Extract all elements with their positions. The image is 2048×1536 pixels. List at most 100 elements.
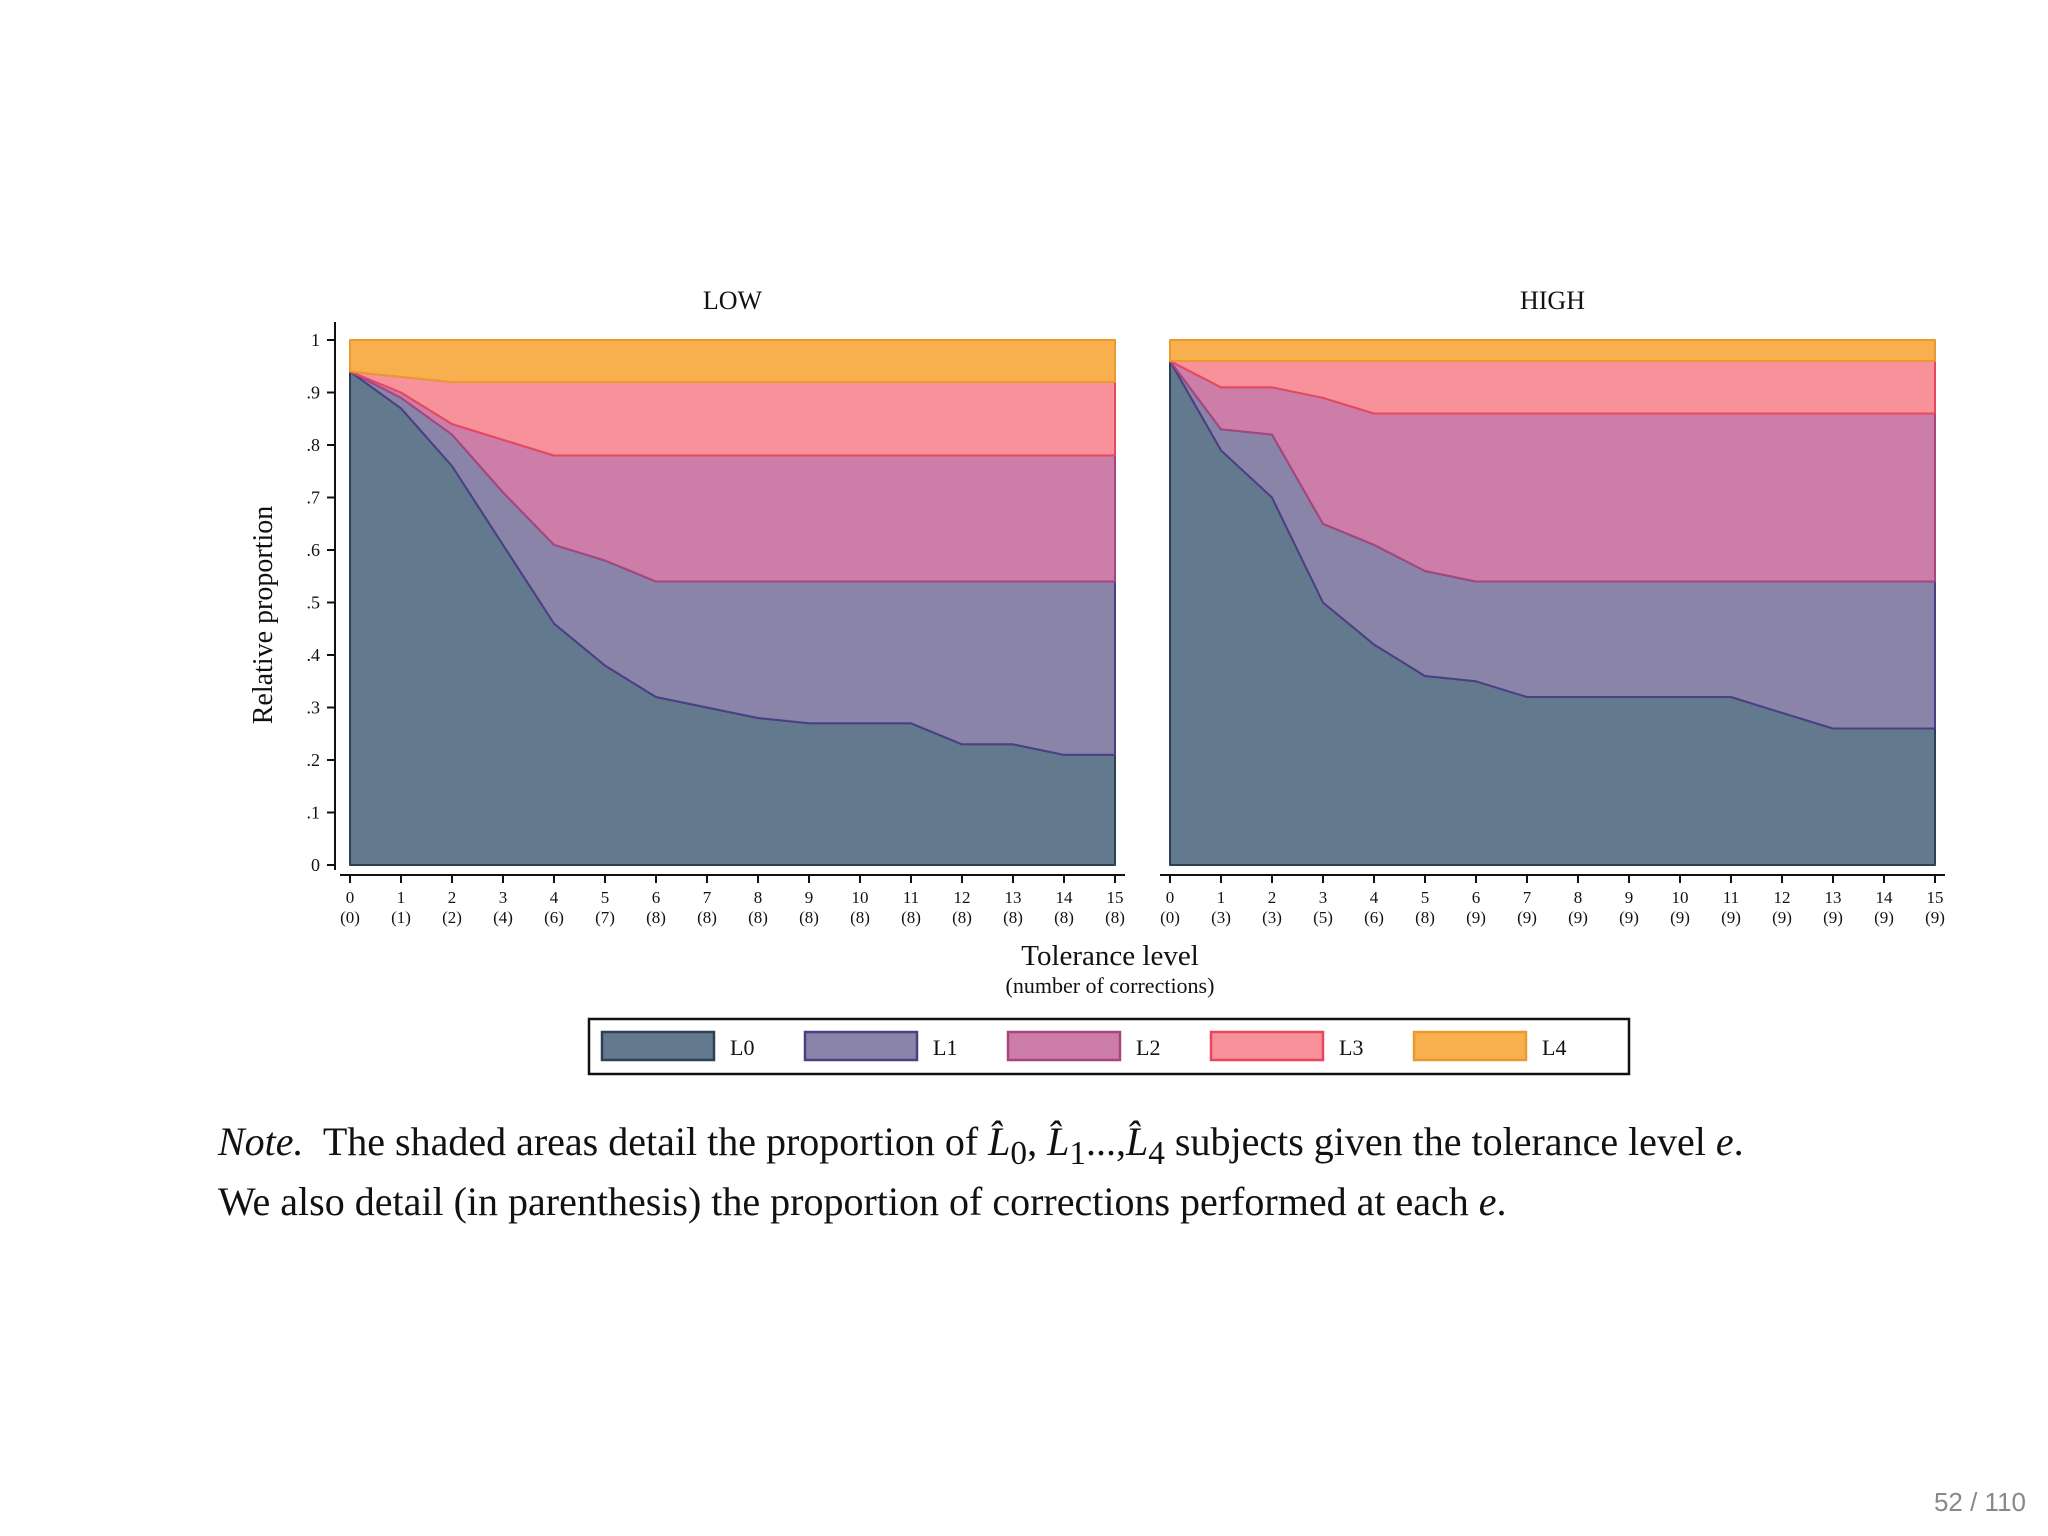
legend-label-l0: L0 xyxy=(730,1035,754,1060)
x-tick-corrections: (8) xyxy=(952,908,972,927)
x-tick-corrections: (9) xyxy=(1466,908,1486,927)
x-axis-title: Tolerance level xyxy=(1021,940,1199,972)
y-tick-label: .6 xyxy=(307,540,321,560)
x-tick-corrections: (5) xyxy=(1313,908,1333,927)
x-tick-label: 2 xyxy=(448,888,457,907)
legend-swatch-l2 xyxy=(1006,1030,1122,1062)
x-tick-label: 12 xyxy=(954,888,971,907)
y-tick-label: .9 xyxy=(307,383,321,403)
x-tick-corrections: (6) xyxy=(1364,908,1384,927)
note-text-1: The shaded areas detail the proportion o… xyxy=(322,1119,979,1164)
x-tick-label: 5 xyxy=(601,888,610,907)
x-tick-corrections: (0) xyxy=(1160,908,1180,927)
x-tick-corrections: (8) xyxy=(799,908,819,927)
note-text-2: We also detail (in parenthesis) the prop… xyxy=(218,1179,1469,1224)
x-tick-label: 5 xyxy=(1421,888,1430,907)
x-tick-label: 11 xyxy=(1723,888,1739,907)
x-tick-corrections: (8) xyxy=(850,908,870,927)
x-tick-label: 14 xyxy=(1056,888,1074,907)
area-l4-low xyxy=(349,339,1116,383)
x-tick-label: 11 xyxy=(903,888,919,907)
x-tick-corrections: (8) xyxy=(1415,908,1435,927)
x-tick-corrections: (8) xyxy=(901,908,921,927)
x-tick-label: 13 xyxy=(1005,888,1022,907)
x-tick-corrections: (3) xyxy=(1211,908,1231,927)
x-tick-corrections: (8) xyxy=(646,908,666,927)
legend-label-l1: L1 xyxy=(933,1035,957,1060)
x-tick-corrections: (9) xyxy=(1874,908,1894,927)
x-tick-label: 12 xyxy=(1774,888,1791,907)
y-tick-label: .8 xyxy=(307,435,321,455)
legend-label-l3: L3 xyxy=(1339,1035,1363,1060)
x-tick-label: 1 xyxy=(1217,888,1226,907)
y-tick-label: .1 xyxy=(307,803,321,823)
l0-sub: 0 xyxy=(1010,1135,1028,1172)
x-tick-label: 0 xyxy=(346,888,355,907)
note-e-1: e xyxy=(1715,1119,1734,1164)
x-tick-corrections: (9) xyxy=(1670,908,1690,927)
figure-note: Note. The shaded areas detail the propor… xyxy=(218,1118,2018,1226)
x-tick-corrections: (9) xyxy=(1721,908,1741,927)
y-tick-label: .4 xyxy=(307,645,321,665)
panel-title-high: HIGH xyxy=(1520,286,1585,315)
x-tick-corrections: (3) xyxy=(1262,908,1282,927)
legend-label-l4: L4 xyxy=(1542,1035,1566,1060)
stacked-area-figure: 0 .1 .2 .3 .4 .5 .6 .7 .8 .9 1 Relative proportion L… xyxy=(248,286,1945,1076)
y-tick-label: 0 xyxy=(311,855,320,875)
x-tick-label: 3 xyxy=(1319,888,1328,907)
x-tick-corrections: (8) xyxy=(1105,908,1125,927)
x-tick-label: 9 xyxy=(1625,888,1634,907)
x-tick-corrections: (8) xyxy=(748,908,768,927)
page-number: 52 / 110 xyxy=(1933,1487,2026,1517)
l1-sub: 1 xyxy=(1069,1135,1086,1172)
x-tick-corrections: (9) xyxy=(1619,908,1639,927)
legend-label-l2: L2 xyxy=(1136,1035,1160,1060)
x-tick-label: 7 xyxy=(703,888,712,907)
x-tick-label: 8 xyxy=(1574,888,1583,907)
note-label: Note. xyxy=(218,1119,304,1164)
y-tick-label: 1 xyxy=(311,330,320,350)
x-tick-label: 3 xyxy=(499,888,508,907)
x-tick-label: 7 xyxy=(1523,888,1532,907)
x-tick-label: 1 xyxy=(397,888,406,907)
x-tick-label: 9 xyxy=(805,888,814,907)
legend-swatch-l0 xyxy=(600,1030,716,1062)
x-axis-subtitle: (number of corrections) xyxy=(1006,973,1215,998)
y-tick-label: .3 xyxy=(307,698,321,718)
legend-swatch-l4 xyxy=(1412,1030,1528,1062)
x-tick-corrections: (1) xyxy=(391,908,411,927)
l1-symbol: L̂ xyxy=(1047,1119,1070,1164)
x-tick-label: 6 xyxy=(1472,888,1481,907)
x-tick-corrections: (4) xyxy=(493,908,513,927)
x-tick-corrections: (8) xyxy=(1003,908,1023,927)
l0-symbol: L̂ xyxy=(988,1119,1011,1164)
x-tick-corrections: (0) xyxy=(340,908,360,927)
note-ellipsis: ..., xyxy=(1085,1119,1126,1164)
x-tick-corrections: (9) xyxy=(1772,908,1792,927)
x-tick-corrections: (6) xyxy=(544,908,564,927)
y-tick-label: .2 xyxy=(307,750,321,770)
x-tick-label: 10 xyxy=(1672,888,1689,907)
x-tick-label: 4 xyxy=(550,888,559,907)
y-tick-label: .5 xyxy=(307,593,321,613)
x-tick-corrections: (9) xyxy=(1568,908,1588,927)
legend-swatch-l3 xyxy=(1209,1030,1325,1062)
x-tick-corrections: (2) xyxy=(442,908,462,927)
x-tick-corrections: (9) xyxy=(1517,908,1537,927)
note-text-1-end: subjects given the tolerance level xyxy=(1174,1119,1706,1164)
y-axis-title: Relative proportion xyxy=(248,506,279,725)
x-tick-label: 2 xyxy=(1268,888,1277,907)
x-tick-corrections: (8) xyxy=(1054,908,1074,927)
x-tick-corrections: (7) xyxy=(595,908,615,927)
x-tick-label: 13 xyxy=(1825,888,1842,907)
panel-title-low: LOW xyxy=(703,286,763,315)
x-tick-label: 10 xyxy=(852,888,869,907)
note-line-2: We also detail (in parenthesis) the prop… xyxy=(218,1179,1507,1224)
x-tick-label: 15 xyxy=(1107,888,1124,907)
y-tick-label: .7 xyxy=(307,488,321,508)
note-line-1: Note. The shaded areas detail the propor… xyxy=(218,1119,1744,1172)
x-tick-label: 15 xyxy=(1927,888,1944,907)
x-tick-label: 8 xyxy=(754,888,763,907)
note-e-2: e xyxy=(1478,1179,1497,1224)
area-l4-high xyxy=(1169,339,1936,362)
